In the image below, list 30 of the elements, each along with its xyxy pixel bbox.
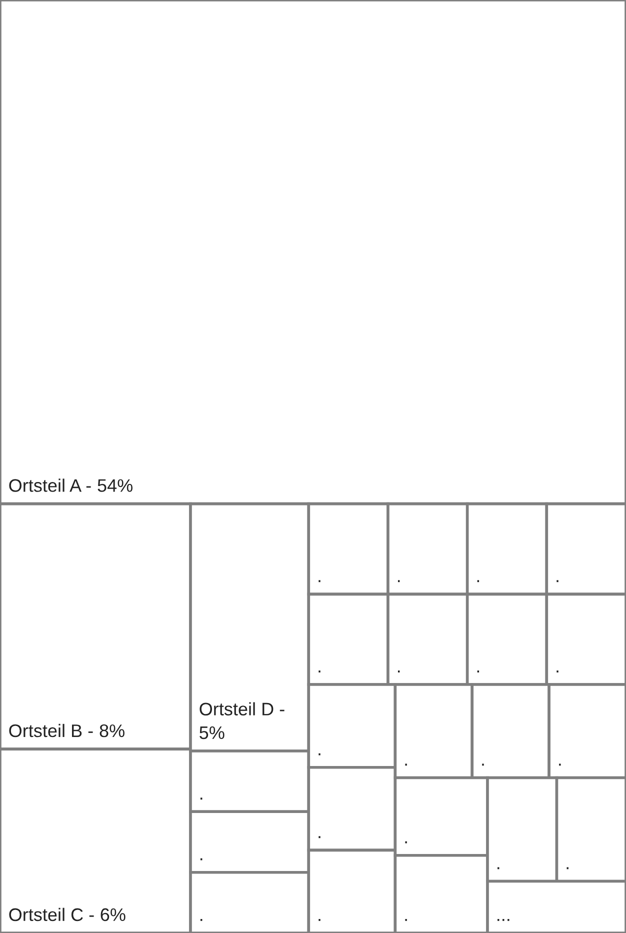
category-label: . bbox=[477, 580, 480, 582]
category-label: . bbox=[398, 580, 400, 582]
category-label: Ortsteil D - bbox=[200, 702, 284, 716]
category-label: . bbox=[318, 918, 320, 921]
category-label: . bbox=[318, 580, 320, 582]
data-label: 54% bbox=[98, 479, 133, 492]
category-label: Ortsteil A - bbox=[9, 478, 91, 492]
category-label: . bbox=[405, 841, 407, 844]
category-label: . bbox=[498, 867, 500, 870]
category-label: . bbox=[566, 867, 568, 870]
category-label: . bbox=[200, 918, 202, 921]
category-label: . bbox=[482, 764, 484, 766]
category-label: Ortsteil B - bbox=[9, 724, 93, 738]
category-label: . bbox=[398, 670, 400, 672]
category-label: . bbox=[200, 858, 202, 860]
category-label: . bbox=[556, 670, 558, 672]
category-label: . bbox=[405, 764, 407, 766]
category-label: . bbox=[477, 670, 480, 672]
category-label: . bbox=[405, 918, 407, 921]
category-label: ... bbox=[498, 918, 510, 921]
data-label: 8% bbox=[100, 724, 124, 738]
category-label: . bbox=[556, 580, 558, 582]
category-label: Ortsteil C - bbox=[9, 908, 94, 922]
category-label: . bbox=[200, 798, 202, 800]
data-label: 5% bbox=[200, 726, 224, 740]
category-label: . bbox=[318, 670, 320, 672]
category-label: . bbox=[318, 836, 320, 838]
category-label: . bbox=[318, 753, 320, 756]
category-label: . bbox=[559, 764, 561, 766]
data-label: 6% bbox=[100, 908, 126, 922]
